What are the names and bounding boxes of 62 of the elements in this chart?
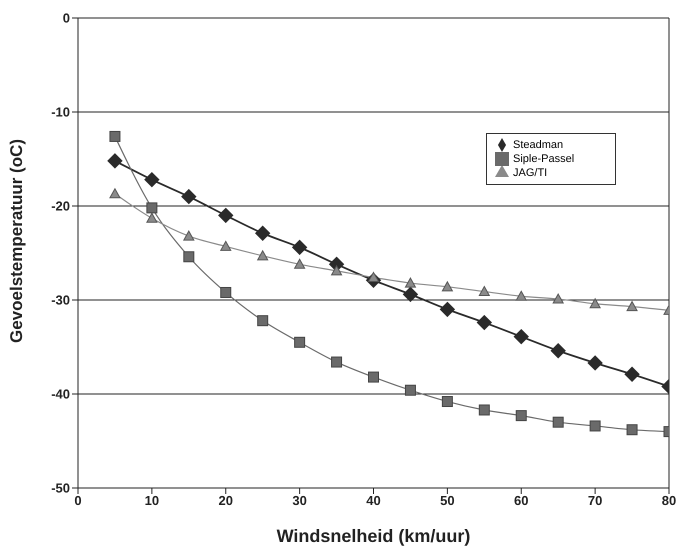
point (220, 240, 232, 251)
point (478, 286, 490, 296)
x-tick-label: 70 (588, 493, 602, 508)
point (257, 315, 268, 326)
x-tick-label: 80 (662, 493, 676, 508)
x-tick-label: 40 (366, 493, 381, 508)
point (552, 294, 564, 304)
point (624, 366, 640, 382)
point (550, 343, 566, 358)
y-tick-label: -20 (51, 198, 70, 214)
point (255, 226, 270, 241)
y-tick-label: 0 (62, 10, 70, 26)
point (331, 265, 342, 276)
x-tick-label: 30 (292, 493, 307, 508)
point (476, 315, 492, 330)
point (404, 278, 416, 288)
point (331, 356, 342, 368)
legend-label: Steadman (513, 138, 564, 151)
y-tick-label: -30 (51, 292, 70, 308)
y-axis-title: Gevoelstemperatuur (oC) (7, 138, 26, 343)
point (181, 189, 196, 204)
y-tick-label: -50 (51, 480, 70, 496)
point (516, 290, 527, 301)
point (516, 410, 527, 422)
point (626, 301, 638, 312)
x-tick-label: 0 (74, 493, 82, 508)
legend-label: Siple-Passel (513, 152, 574, 165)
point (257, 250, 268, 260)
point (144, 172, 160, 188)
point (368, 372, 379, 383)
point (626, 424, 638, 436)
point (404, 384, 416, 396)
x-tick-label: 20 (218, 493, 233, 508)
point (218, 208, 234, 223)
point (402, 286, 418, 302)
point (442, 281, 453, 292)
y-tick-label: -10 (51, 104, 70, 120)
point (588, 355, 603, 370)
x-axis-title: Windsnelheid (km/uur) (276, 526, 470, 546)
point (552, 416, 564, 428)
x-tick-label: 50 (440, 493, 455, 508)
point (442, 396, 453, 408)
point (107, 153, 122, 168)
x-tick-label: 10 (144, 493, 160, 508)
point (109, 130, 120, 142)
point (146, 202, 158, 214)
legend-label: JAG/TI (513, 166, 548, 179)
y-tick-label: -40 (51, 386, 70, 402)
point (514, 329, 529, 344)
point (183, 230, 194, 241)
point (183, 251, 194, 262)
x-tick-label: 60 (514, 493, 528, 508)
point (294, 336, 306, 348)
point (294, 258, 306, 269)
point (146, 212, 158, 223)
point (440, 302, 455, 317)
point (292, 240, 308, 255)
point (590, 420, 601, 432)
point (109, 188, 120, 198)
point (478, 404, 490, 416)
point (590, 298, 601, 308)
point (220, 286, 232, 298)
